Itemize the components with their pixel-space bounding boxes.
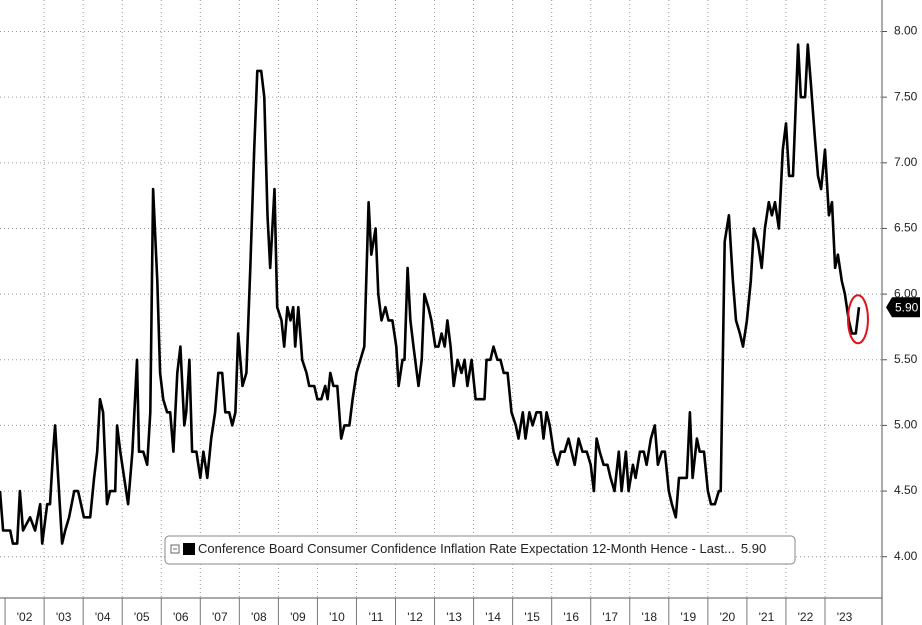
line-series bbox=[0, 43, 861, 545]
y-tick-label: 7.50 bbox=[894, 89, 918, 103]
x-tick-label: '04 bbox=[95, 610, 111, 624]
highlight-circle bbox=[846, 294, 869, 345]
y-tick-label: 5.00 bbox=[894, 418, 918, 432]
x-tick-label: '20 bbox=[720, 610, 736, 624]
last-value-label: 5.90 bbox=[895, 300, 919, 314]
y-tick-label: 8.00 bbox=[894, 24, 918, 38]
legend-name: Conference Board Consumer Confidence Inf… bbox=[198, 541, 735, 556]
x-tick-label: '19 bbox=[681, 610, 697, 624]
x-tick-label: '17 bbox=[602, 610, 618, 624]
x-tick-label: '10 bbox=[329, 610, 345, 624]
x-tick-label: '11 bbox=[369, 610, 384, 624]
y-tick-label: 4.50 bbox=[894, 483, 918, 497]
x-tick-label: '09 bbox=[290, 610, 306, 624]
x-tick-label: '13 bbox=[446, 610, 462, 624]
x-tick-label: '21 bbox=[759, 610, 775, 624]
plot bbox=[0, 43, 869, 545]
x-tick-label: '23 bbox=[837, 610, 853, 624]
x-tick-label: '05 bbox=[134, 610, 150, 624]
x-tick-label: '08 bbox=[251, 610, 267, 624]
y-tick-label: 5.50 bbox=[894, 352, 918, 366]
x-tick-label: '22 bbox=[798, 610, 814, 624]
y-tick-label: 4.00 bbox=[894, 549, 918, 563]
legend-box bbox=[164, 535, 796, 565]
x-tick-label: '03 bbox=[56, 610, 72, 624]
x-tick-label: '14 bbox=[485, 610, 501, 624]
x-tick-label: '16 bbox=[563, 610, 579, 624]
x-tick-label: '18 bbox=[641, 610, 657, 624]
legend-last-value: 5.90 bbox=[741, 541, 766, 556]
y-tick-label: 6.50 bbox=[894, 221, 918, 235]
x-tick-label: '06 bbox=[173, 610, 189, 624]
x-tick-label: '15 bbox=[524, 610, 540, 624]
y-tick-label: 7.00 bbox=[894, 155, 918, 169]
x-tick-label: '12 bbox=[407, 610, 423, 624]
x-tick-label: '02 bbox=[17, 610, 33, 624]
y-tick-label: 6.00 bbox=[894, 286, 918, 300]
legend-label: Conference Board Consumer Confidence Inf… bbox=[198, 541, 766, 556]
x-tick-label: '07 bbox=[212, 610, 228, 624]
last-value-tag bbox=[886, 297, 920, 318]
legend-swatch bbox=[183, 543, 195, 555]
